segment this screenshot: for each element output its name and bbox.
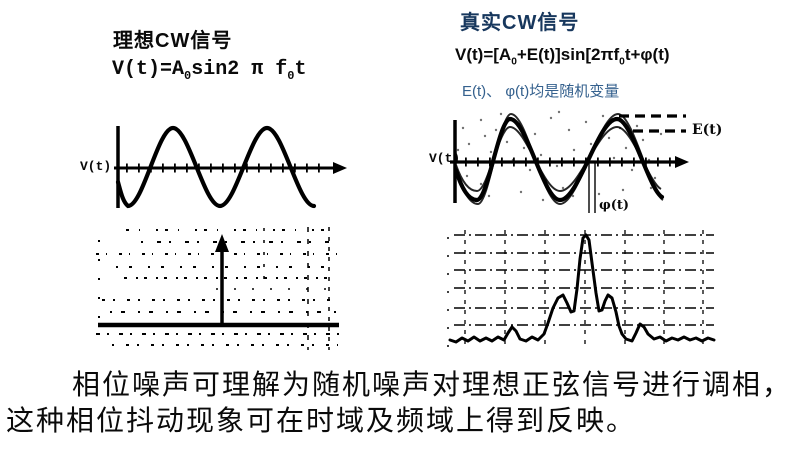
caption-line-2: 这种相位抖动现象可在时域及频域上得到反映。: [6, 406, 637, 437]
noise-speckle: [456, 110, 663, 202]
left-time-axis-label: V(t): [80, 159, 112, 174]
carrier-impulse-arrow-icon: [215, 234, 229, 252]
caption-line-1: 相位噪声可理解为随机噪声对理想正弦信号进行调相，: [72, 370, 793, 401]
right-formula-part3: t+φ(t): [624, 45, 670, 64]
right-formula: V(t)=[A0+E(t)]sin[2πf0t+φ(t): [455, 45, 670, 67]
phase-label: φ(t): [599, 198, 630, 213]
right-random-variables-note: E(t)、 φ(t)均是随机变量: [462, 83, 620, 100]
left-formula-part3: t: [294, 58, 307, 81]
noisy-sine-main-trace: [453, 116, 665, 203]
right-formula-part2: +E(t)]sin[2πf: [516, 45, 620, 64]
right-spectrum-plot: [447, 230, 716, 349]
left-spectrum-plot: [96, 227, 339, 350]
right-formula-part1: V(t)=[A: [455, 45, 512, 64]
ideal-sine-trace: [115, 125, 317, 209]
envelope-label: E(t): [692, 122, 723, 138]
right-time-plot: [450, 110, 689, 213]
left-formula-sub2: 0: [287, 69, 295, 83]
right-title: 真实CW信号: [460, 12, 580, 34]
phase-noise-spectrum-trace: [448, 233, 716, 344]
right-formula-sub2: 0: [619, 56, 625, 68]
caption: 相位噪声可理解为随机噪声对理想正弦信号进行调相， 这种相位抖动现象可在时域及频域…: [6, 368, 792, 440]
left-time-plot: [114, 125, 347, 209]
left-title: 理想CW信号: [113, 30, 233, 52]
left-formula-sub1: 0: [184, 69, 192, 83]
left-formula: V(t)=A0sin2 π f0t: [112, 58, 306, 83]
left-spectrum-gridlines: [96, 227, 339, 350]
left-time-axis-arrow-icon: [333, 162, 347, 174]
left-formula-part2: sin2 π f: [191, 58, 288, 81]
right-formula-sub1: 0: [511, 56, 517, 68]
left-formula-part1: V(t)=A: [112, 58, 185, 81]
right-time-axis-arrow-icon: [675, 156, 689, 168]
